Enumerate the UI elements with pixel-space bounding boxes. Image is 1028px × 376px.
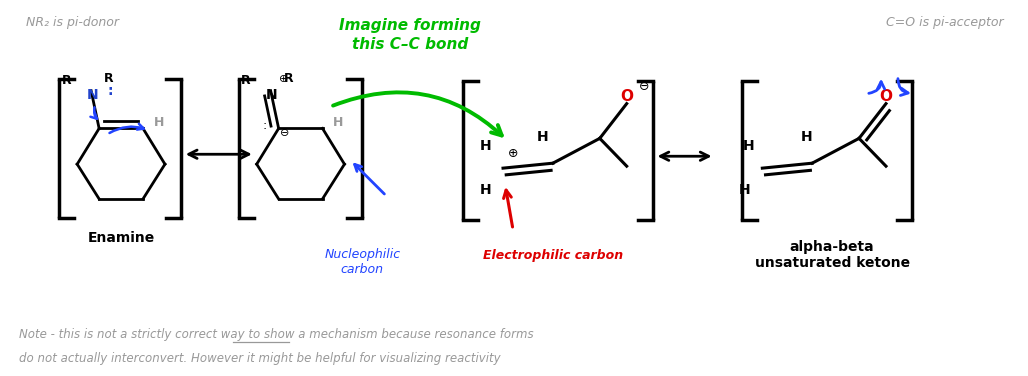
Text: ⊖: ⊖ (280, 129, 289, 138)
Text: R: R (241, 74, 251, 87)
Text: Note - this is not a strictly correct way to show a mechanism because resonance : Note - this is not a strictly correct wa… (20, 328, 534, 341)
Text: H: H (333, 116, 343, 129)
Text: R: R (284, 72, 293, 85)
Text: H: H (154, 116, 164, 129)
Text: Nucleophilic
carbon: Nucleophilic carbon (325, 247, 401, 276)
Text: C=O is pi-acceptor: C=O is pi-acceptor (886, 16, 1003, 29)
Text: :: : (262, 119, 267, 132)
Text: H: H (479, 183, 491, 197)
Text: H: H (479, 139, 491, 153)
Text: H: H (801, 130, 812, 144)
Text: N: N (266, 88, 278, 102)
Text: Enamine: Enamine (87, 230, 154, 245)
Text: NR₂ is pi-donor: NR₂ is pi-donor (27, 16, 119, 29)
Text: H: H (738, 183, 750, 197)
Text: do not actually interconvert. However it might be helpful for visualizing reacti: do not actually interconvert. However it… (20, 352, 501, 365)
Text: R: R (104, 72, 114, 85)
Text: :: : (107, 84, 113, 98)
Text: Imagine forming
this C–C bond: Imagine forming this C–C bond (339, 18, 481, 52)
Text: ⊖: ⊖ (638, 80, 649, 93)
Text: R: R (62, 74, 71, 87)
Text: H: H (742, 139, 755, 153)
Text: Electrophilic carbon: Electrophilic carbon (483, 249, 623, 262)
Text: ⊕: ⊕ (508, 147, 518, 160)
Text: ⊕: ⊕ (279, 74, 288, 84)
Text: N: N (86, 88, 98, 102)
Text: O: O (620, 89, 633, 104)
Text: O: O (880, 89, 892, 104)
Text: H: H (537, 130, 549, 144)
Text: alpha-beta
unsaturated ketone: alpha-beta unsaturated ketone (755, 240, 910, 270)
